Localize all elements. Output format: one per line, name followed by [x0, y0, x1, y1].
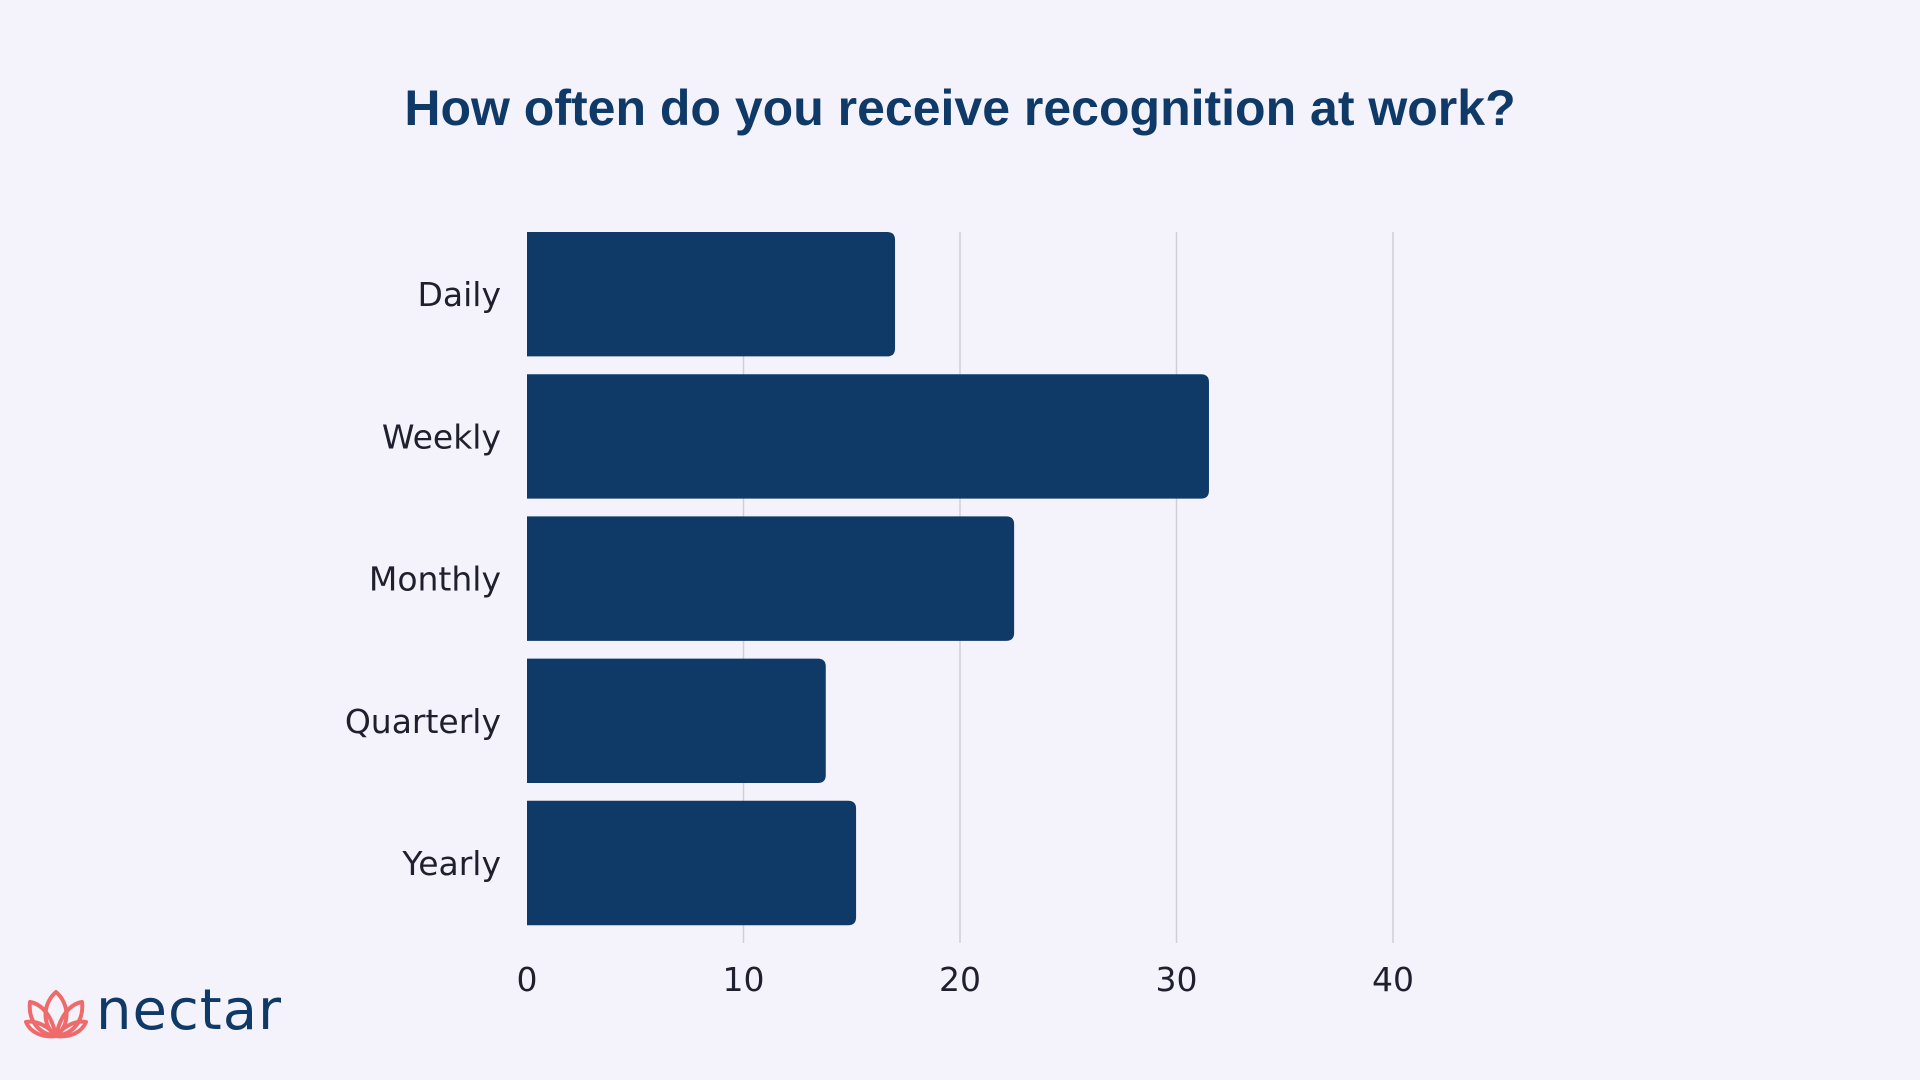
category-label-weekly: Weekly	[382, 417, 501, 456]
logo-text: nectar	[96, 978, 283, 1043]
x-tick-10: 10	[723, 960, 765, 999]
x-tick-30: 30	[1156, 960, 1198, 999]
chart-title: How often do you receive recognition at …	[404, 80, 1515, 136]
bars	[527, 232, 1209, 926]
lotus-icon	[24, 990, 88, 1039]
bar-quarterly	[527, 658, 826, 784]
category-label-daily: Daily	[418, 275, 502, 314]
bar-monthly	[527, 516, 1015, 641]
bar-weekly	[527, 374, 1209, 499]
bar-yearly	[527, 800, 857, 926]
bar-daily	[527, 232, 896, 357]
nectar-logo: nectar	[24, 978, 281, 1056]
category-label-monthly: Monthly	[369, 560, 501, 599]
category-label-yearly: Yearly	[401, 844, 501, 883]
x-tick-40: 40	[1372, 960, 1414, 999]
category-labels: Daily Weekly Monthly Quarterly Yearly	[345, 275, 501, 883]
x-tick-20: 20	[939, 960, 981, 999]
category-label-quarterly: Quarterly	[345, 702, 501, 741]
x-tick-0: 0	[517, 960, 538, 999]
x-tick-labels: 0 10 20 30 40	[517, 960, 1415, 999]
